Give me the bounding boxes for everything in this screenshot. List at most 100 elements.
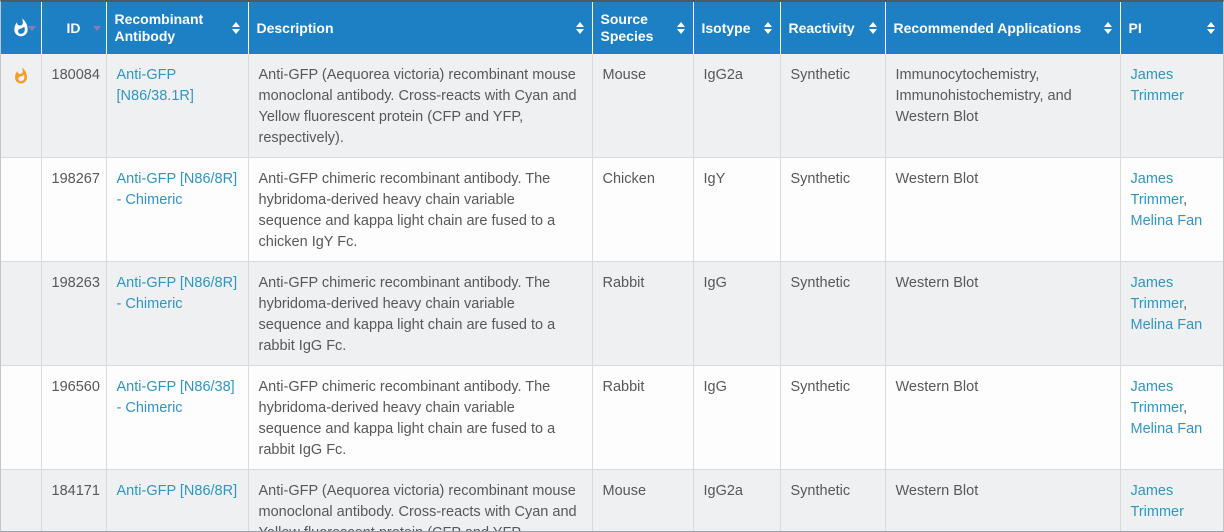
pi-cell: James Trimmer [1120, 54, 1223, 158]
reactivity-cell: Synthetic [780, 157, 886, 262]
pi-link[interactable]: James Trimmer [1130, 171, 1184, 208]
antibody-link[interactable]: Anti-GFP [N86/38] - Chimeric [116, 379, 235, 416]
applications-text: Immunocytochemistry, Immunohistochemistr… [895, 67, 1072, 125]
antibody-cell: Anti-GFP [N86/8R] - Chimeric [106, 261, 249, 366]
reactivity-value: Synthetic [790, 171, 851, 187]
flame-icon [5, 67, 37, 85]
pi-link[interactable]: James Trimmer [1130, 483, 1184, 520]
source-species-cell: Chicken [592, 157, 694, 262]
pi-link[interactable]: Melina Fan [1130, 317, 1203, 333]
description-cell: Anti-GFP (Aequorea victoria) recombinant… [248, 54, 593, 158]
source-species-value: Rabbit [602, 275, 645, 291]
applications-text: Western Blot [895, 483, 979, 499]
hot-cell [1, 261, 42, 366]
isotype-cell: IgG2a [693, 54, 781, 158]
source-species-cell: Rabbit [592, 365, 694, 470]
antibody-link[interactable]: Anti-GFP [N86/8R] [116, 483, 238, 499]
isotype-cell: IgG [693, 365, 781, 470]
reactivity-value: Synthetic [790, 379, 851, 395]
table-header-row: ID Recombinant Antibody Description [1, 2, 1223, 54]
description-text: Anti-GFP (Aequorea victoria) recombinant… [258, 483, 577, 531]
isotype-cell: IgG2a [693, 469, 781, 531]
header-source-species[interactable]: Source Species [592, 2, 694, 54]
id-value: 184171 [51, 483, 100, 499]
antibody-cell: Anti-GFP [N86/38] - Chimeric [106, 365, 249, 470]
caret-down-icon [92, 26, 101, 31]
header-id[interactable]: ID [41, 2, 107, 54]
applications-cell: Western Blot [885, 469, 1121, 531]
id-cell: 184171 [41, 469, 107, 531]
pi-link[interactable]: Melina Fan [1130, 421, 1203, 437]
isotype-value: IgG [703, 275, 727, 291]
pi-cell: James Trimmer, Melina Fan [1120, 157, 1223, 262]
table-row: 180084 Anti-GFP [N86/38.1R] Anti-GFP (Ae… [1, 54, 1223, 158]
table-row: 198267 Anti-GFP [N86/8R] - Chimeric Anti… [1, 157, 1223, 262]
pi-link[interactable]: James Trimmer [1130, 275, 1184, 312]
table-row: 196560 Anti-GFP [N86/38] - Chimeric Anti… [1, 365, 1223, 470]
reactivity-value: Synthetic [790, 275, 851, 291]
table-row: 198263 Anti-GFP [N86/8R] - Chimeric Anti… [1, 261, 1223, 366]
pi-link[interactable]: Melina Fan [1130, 213, 1203, 229]
table-row: 184171 Anti-GFP [N86/8R] Anti-GFP (Aequo… [1, 469, 1223, 531]
header-recommended-applications[interactable]: Recommended Applications [885, 2, 1121, 54]
applications-text: Western Blot [895, 171, 979, 187]
caret-down-icon [27, 26, 36, 31]
source-species-cell: Rabbit [592, 261, 694, 366]
reactivity-cell: Synthetic [780, 365, 886, 470]
antibody-link[interactable]: Anti-GFP [N86/8R] - Chimeric [116, 275, 238, 312]
header-reactivity[interactable]: Reactivity [780, 2, 886, 54]
id-value: 198267 [51, 171, 100, 187]
pi-cell: James Trimmer, Melina Fan [1120, 261, 1223, 366]
id-value: 180084 [51, 67, 100, 83]
sort-arrows-icon [763, 22, 772, 34]
applications-cell: Immunocytochemistry, Immunohistochemistr… [885, 54, 1121, 158]
description-cell: Anti-GFP chimeric recombinant antibody. … [248, 365, 593, 470]
reactivity-cell: Synthetic [780, 54, 886, 158]
antibody-cell: Anti-GFP [N86/38.1R] [106, 54, 249, 158]
description-text: Anti-GFP chimeric recombinant antibody. … [258, 379, 556, 458]
id-value: 198263 [51, 275, 100, 291]
antibody-link[interactable]: Anti-GFP [N86/8R] - Chimeric [116, 171, 238, 208]
isotype-value: IgG2a [703, 67, 744, 83]
sort-arrows-icon [868, 22, 877, 34]
description-cell: Anti-GFP chimeric recombinant antibody. … [248, 157, 593, 262]
reactivity-cell: Synthetic [780, 261, 886, 366]
source-species-value: Mouse [602, 67, 647, 83]
isotype-cell: IgY [693, 157, 781, 262]
description-cell: Anti-GFP chimeric recombinant antibody. … [248, 261, 593, 366]
isotype-cell: IgG [693, 261, 781, 366]
id-cell: 196560 [41, 365, 107, 470]
hot-cell [1, 54, 42, 158]
description-text: Anti-GFP chimeric recombinant antibody. … [258, 275, 556, 354]
header-hot[interactable] [1, 2, 42, 54]
description-text: Anti-GFP (Aequorea victoria) recombinant… [258, 67, 577, 146]
id-cell: 180084 [41, 54, 107, 158]
id-cell: 198263 [41, 261, 107, 366]
reactivity-value: Synthetic [790, 67, 851, 83]
sort-arrows-icon [1207, 22, 1215, 34]
antibody-link[interactable]: Anti-GFP [N86/38.1R] [116, 67, 194, 104]
pi-cell: James Trimmer [1120, 469, 1223, 531]
sort-arrows-icon [1103, 22, 1112, 34]
antibody-cell: Anti-GFP [N86/8R] [106, 469, 249, 531]
applications-text: Western Blot [895, 379, 979, 395]
table-body: 180084 Anti-GFP [N86/38.1R] Anti-GFP (Ae… [1, 54, 1223, 531]
isotype-value: IgG2a [703, 483, 744, 499]
source-species-value: Rabbit [602, 379, 645, 395]
flame-icon [9, 18, 33, 38]
antibody-cell: Anti-GFP [N86/8R] - Chimeric [106, 157, 249, 262]
description-cell: Anti-GFP (Aequorea victoria) recombinant… [248, 469, 593, 531]
pi-link[interactable]: James Trimmer [1130, 67, 1184, 104]
header-recombinant-antibody[interactable]: Recombinant Antibody [106, 2, 249, 54]
hot-cell [1, 365, 42, 470]
hot-cell [1, 157, 42, 262]
reactivity-cell: Synthetic [780, 469, 886, 531]
header-pi[interactable]: PI [1120, 2, 1223, 54]
source-species-cell: Mouse [592, 469, 694, 531]
header-isotype[interactable]: Isotype [693, 2, 781, 54]
header-description[interactable]: Description [248, 2, 593, 54]
pi-link[interactable]: James Trimmer [1130, 379, 1184, 416]
source-species-cell: Mouse [592, 54, 694, 158]
applications-cell: Western Blot [885, 365, 1121, 470]
